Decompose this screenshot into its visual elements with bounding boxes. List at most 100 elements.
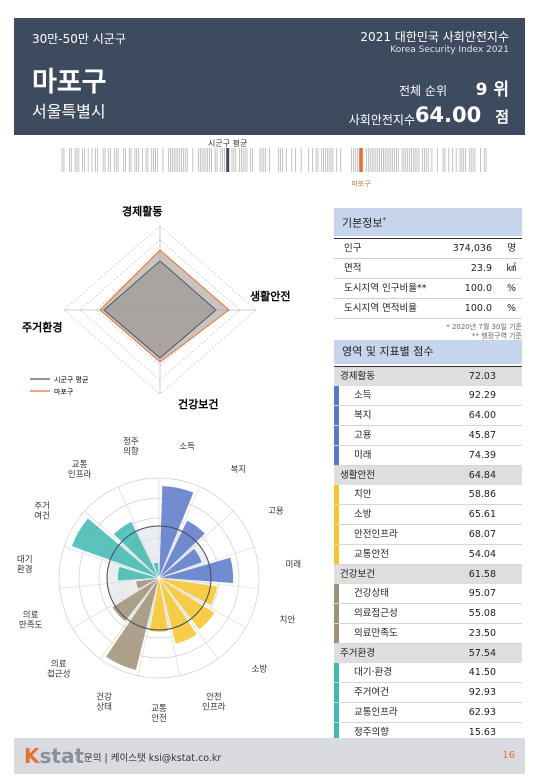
strip-self-label: 마포구 (351, 179, 371, 188)
rose-spoke (158, 486, 200, 579)
score-row: 미래 74.39 (334, 446, 522, 466)
score-row: 대기·환경 41.50 (334, 663, 522, 683)
indicator-name: 대기·환경 (354, 667, 392, 678)
indicator-name: 소방 (354, 509, 372, 520)
group-color-bar (334, 584, 339, 603)
score-row: 교통안전 54.04 (334, 545, 522, 565)
rose-sector (71, 517, 160, 579)
rose-sector (113, 521, 160, 579)
group-color-bar (334, 703, 339, 722)
score-group-0: 경제활동 72.03 (334, 367, 522, 386)
rose-spoke (158, 546, 255, 579)
rank-value: 9 위 (475, 80, 509, 100)
rose-label: 정주 의향 (123, 436, 139, 457)
scores-table: 영역 및 지표별 점수 경제활동 72.03 소득 92.29 복지 64.00 고용 45.… (334, 340, 522, 743)
info-row-urban-pop: 도시지역 인구비율** 100.0% (334, 279, 522, 299)
indicator-score: 23.50 (468, 628, 496, 639)
rose-label: 주거 여건 (34, 502, 50, 522)
rose-label: 안전 인프라 (202, 691, 226, 712)
group-name: 경제활동 (340, 371, 375, 382)
rose-spoke (59, 577, 160, 589)
indicator-score: 68.07 (468, 529, 496, 540)
score-group-1: 생활안전 64.84 (334, 466, 522, 485)
city-name: 서울특별시 (32, 102, 106, 121)
group-color-bar (334, 545, 339, 564)
rose-sector (158, 577, 216, 631)
indicator-score: 54.04 (468, 549, 496, 560)
rose-label: 의료 만족도 (19, 610, 43, 631)
group-color-bar (334, 604, 339, 623)
rose-spoke (158, 577, 181, 676)
rose-sector (158, 548, 203, 579)
group-color-bar (334, 624, 339, 643)
indicator-score: 95.07 (468, 588, 496, 599)
rose-average-ring (106, 525, 212, 631)
index-subtitle: Korea Security Index 2021 (390, 45, 509, 55)
score-row: 의료만족도 23.50 (334, 624, 522, 644)
info-row-population: 인구 374,036 명 (334, 239, 522, 259)
score-row: 교통인프라 62.93 (334, 703, 522, 723)
score-row: 소방 65.61 (334, 505, 522, 525)
rose-label: 의료 접근성 (47, 658, 70, 679)
rose-label: 대기 환경 (17, 555, 33, 575)
rose-spoke (72, 577, 160, 629)
radar-axis-health: 건강보건 (178, 397, 218, 411)
rose-label: 치안 (280, 615, 296, 626)
group-color-bar (334, 723, 339, 742)
district-name: 마포구 (32, 67, 107, 98)
strip-average-label: 시군구 평균 (208, 138, 247, 148)
rose-sector (135, 577, 160, 590)
group-color-bar (334, 406, 339, 425)
domain-radar-chart: 경제활동 생활안전 건강보건 주거환경 시군구 평균 마포구 (22, 204, 290, 411)
score-row: 안전인프라 68.07 (334, 525, 522, 545)
indicator-name: 고용 (354, 430, 372, 441)
score-group-2: 건강보건 61.58 (334, 565, 522, 584)
score-row: 복지 64.00 (334, 406, 522, 426)
rose-sector (105, 577, 160, 671)
rose-sector (158, 577, 198, 645)
rose-label: 미래 (285, 560, 301, 570)
group-name: 주거환경 (340, 648, 375, 659)
header-banner: 30만-50만 시군구 마포구 서울특별시 2021 대한민국 사회안전지수 K… (14, 18, 525, 135)
indicator-score: 92.93 (468, 687, 496, 698)
info-note-admin: ** 행정구역 기준 (471, 331, 522, 340)
score-row: 치안 58.86 (334, 485, 522, 505)
indicator-score: 15.63 (468, 727, 496, 738)
indicator-name: 교통인프라 (354, 707, 398, 718)
rose-label: 복지 (231, 465, 247, 475)
indicator-score: 92.29 (468, 390, 496, 401)
rose-spoke (63, 546, 160, 579)
rose-label: 교통 안전 (151, 704, 167, 724)
group-score: 64.84 (468, 470, 496, 481)
rose-spoke (158, 510, 234, 579)
indicator-name: 미래 (354, 450, 372, 461)
score-group-3: 주거환경 57.54 (334, 644, 522, 663)
score-row: 소득 92.29 (334, 386, 522, 406)
rose-label: 소방 (251, 663, 267, 674)
group-score: 72.03 (468, 371, 496, 382)
rose-sector (117, 566, 160, 582)
rose-label: 교통 인프라 (68, 460, 92, 480)
rose-spoke (99, 577, 160, 660)
score-row: 주거여건 92.93 (334, 683, 522, 703)
rose-spoke (84, 510, 160, 579)
group-color-bar (334, 525, 339, 544)
rose-spoke (118, 486, 160, 579)
kstat-logo: Kstat (24, 744, 85, 768)
info-row-urban-area: 도시지역 면적비율 100.0% (334, 299, 522, 319)
rose-spoke (158, 577, 259, 589)
indicator-name: 주거여건 (354, 687, 389, 698)
indicator-score: 58.86 (468, 489, 496, 500)
indicator-name: 치안 (354, 489, 372, 500)
rose-label: 소득 (179, 442, 195, 452)
indicator-name: 안전인프라 (354, 529, 398, 540)
rose-sector (111, 577, 160, 622)
group-score: 61.58 (468, 569, 496, 580)
indicator-name: 복지 (354, 410, 372, 421)
population-category: 30만-50만 시군구 (32, 32, 126, 46)
score-row: 의료접근성 55.08 (334, 604, 522, 624)
indicator-name: 소득 (354, 390, 372, 401)
rank-label: 전체 순위 (399, 84, 447, 98)
legend-self-label: 마포구 (54, 387, 74, 396)
rose-sector (158, 485, 195, 579)
